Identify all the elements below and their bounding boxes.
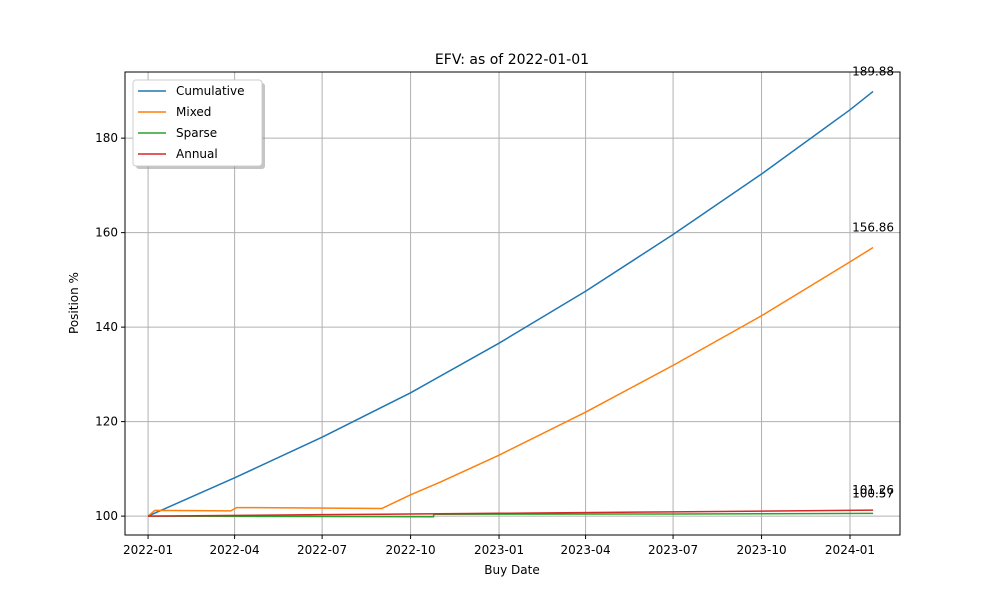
- y-tick-label: 180: [95, 131, 118, 145]
- x-tick-label: 2022-07: [297, 543, 347, 557]
- plot-frame: [124, 71, 901, 536]
- y-tick-label: 100: [95, 509, 118, 523]
- x-tick-label: 2022-04: [210, 543, 260, 557]
- series-line-annual: [148, 509, 874, 517]
- series-lines: [147, 90, 874, 518]
- end-value-label: 189.88: [852, 64, 894, 78]
- y-axis-label: Position %: [67, 272, 81, 334]
- series-line-cumulative: [147, 90, 874, 517]
- y-tick-label: 140: [95, 320, 118, 334]
- y-tick-label: 120: [95, 415, 118, 429]
- series-line-mixed: [147, 246, 874, 517]
- chart-title: EFV: as of 2022-01-01: [435, 52, 589, 68]
- end-value-label: 101.26: [852, 483, 894, 497]
- end-value-label: 100.57: [852, 486, 894, 500]
- legend-box: [132, 79, 263, 167]
- x-tick-label: 2024-01: [825, 543, 875, 557]
- x-tick-label: 2023-07: [648, 543, 698, 557]
- legend: Cumulative Mixed Sparse Annual: [132, 79, 265, 169]
- y-tick-label: 160: [95, 226, 118, 240]
- legend-label: Cumulative: [176, 84, 245, 98]
- x-axis-label: Buy Date: [484, 563, 539, 577]
- x-tick-label: 2022-01: [123, 543, 173, 557]
- grid: [125, 72, 900, 535]
- x-tick-label: 2022-10: [386, 543, 436, 557]
- x-tick-label: 2023-04: [561, 543, 611, 557]
- legend-label: Mixed: [176, 105, 211, 119]
- x-tick-label: 2023-10: [736, 543, 786, 557]
- axes: 2022-01 2022-04 2022-07 2022-10 2023-01 2023-…: [95, 71, 901, 557]
- end-value-label: 156.86: [852, 220, 894, 234]
- legend-label: Sparse: [176, 126, 217, 140]
- legend-label: Annual: [176, 147, 218, 161]
- x-tick-label: 2023-01: [474, 543, 524, 557]
